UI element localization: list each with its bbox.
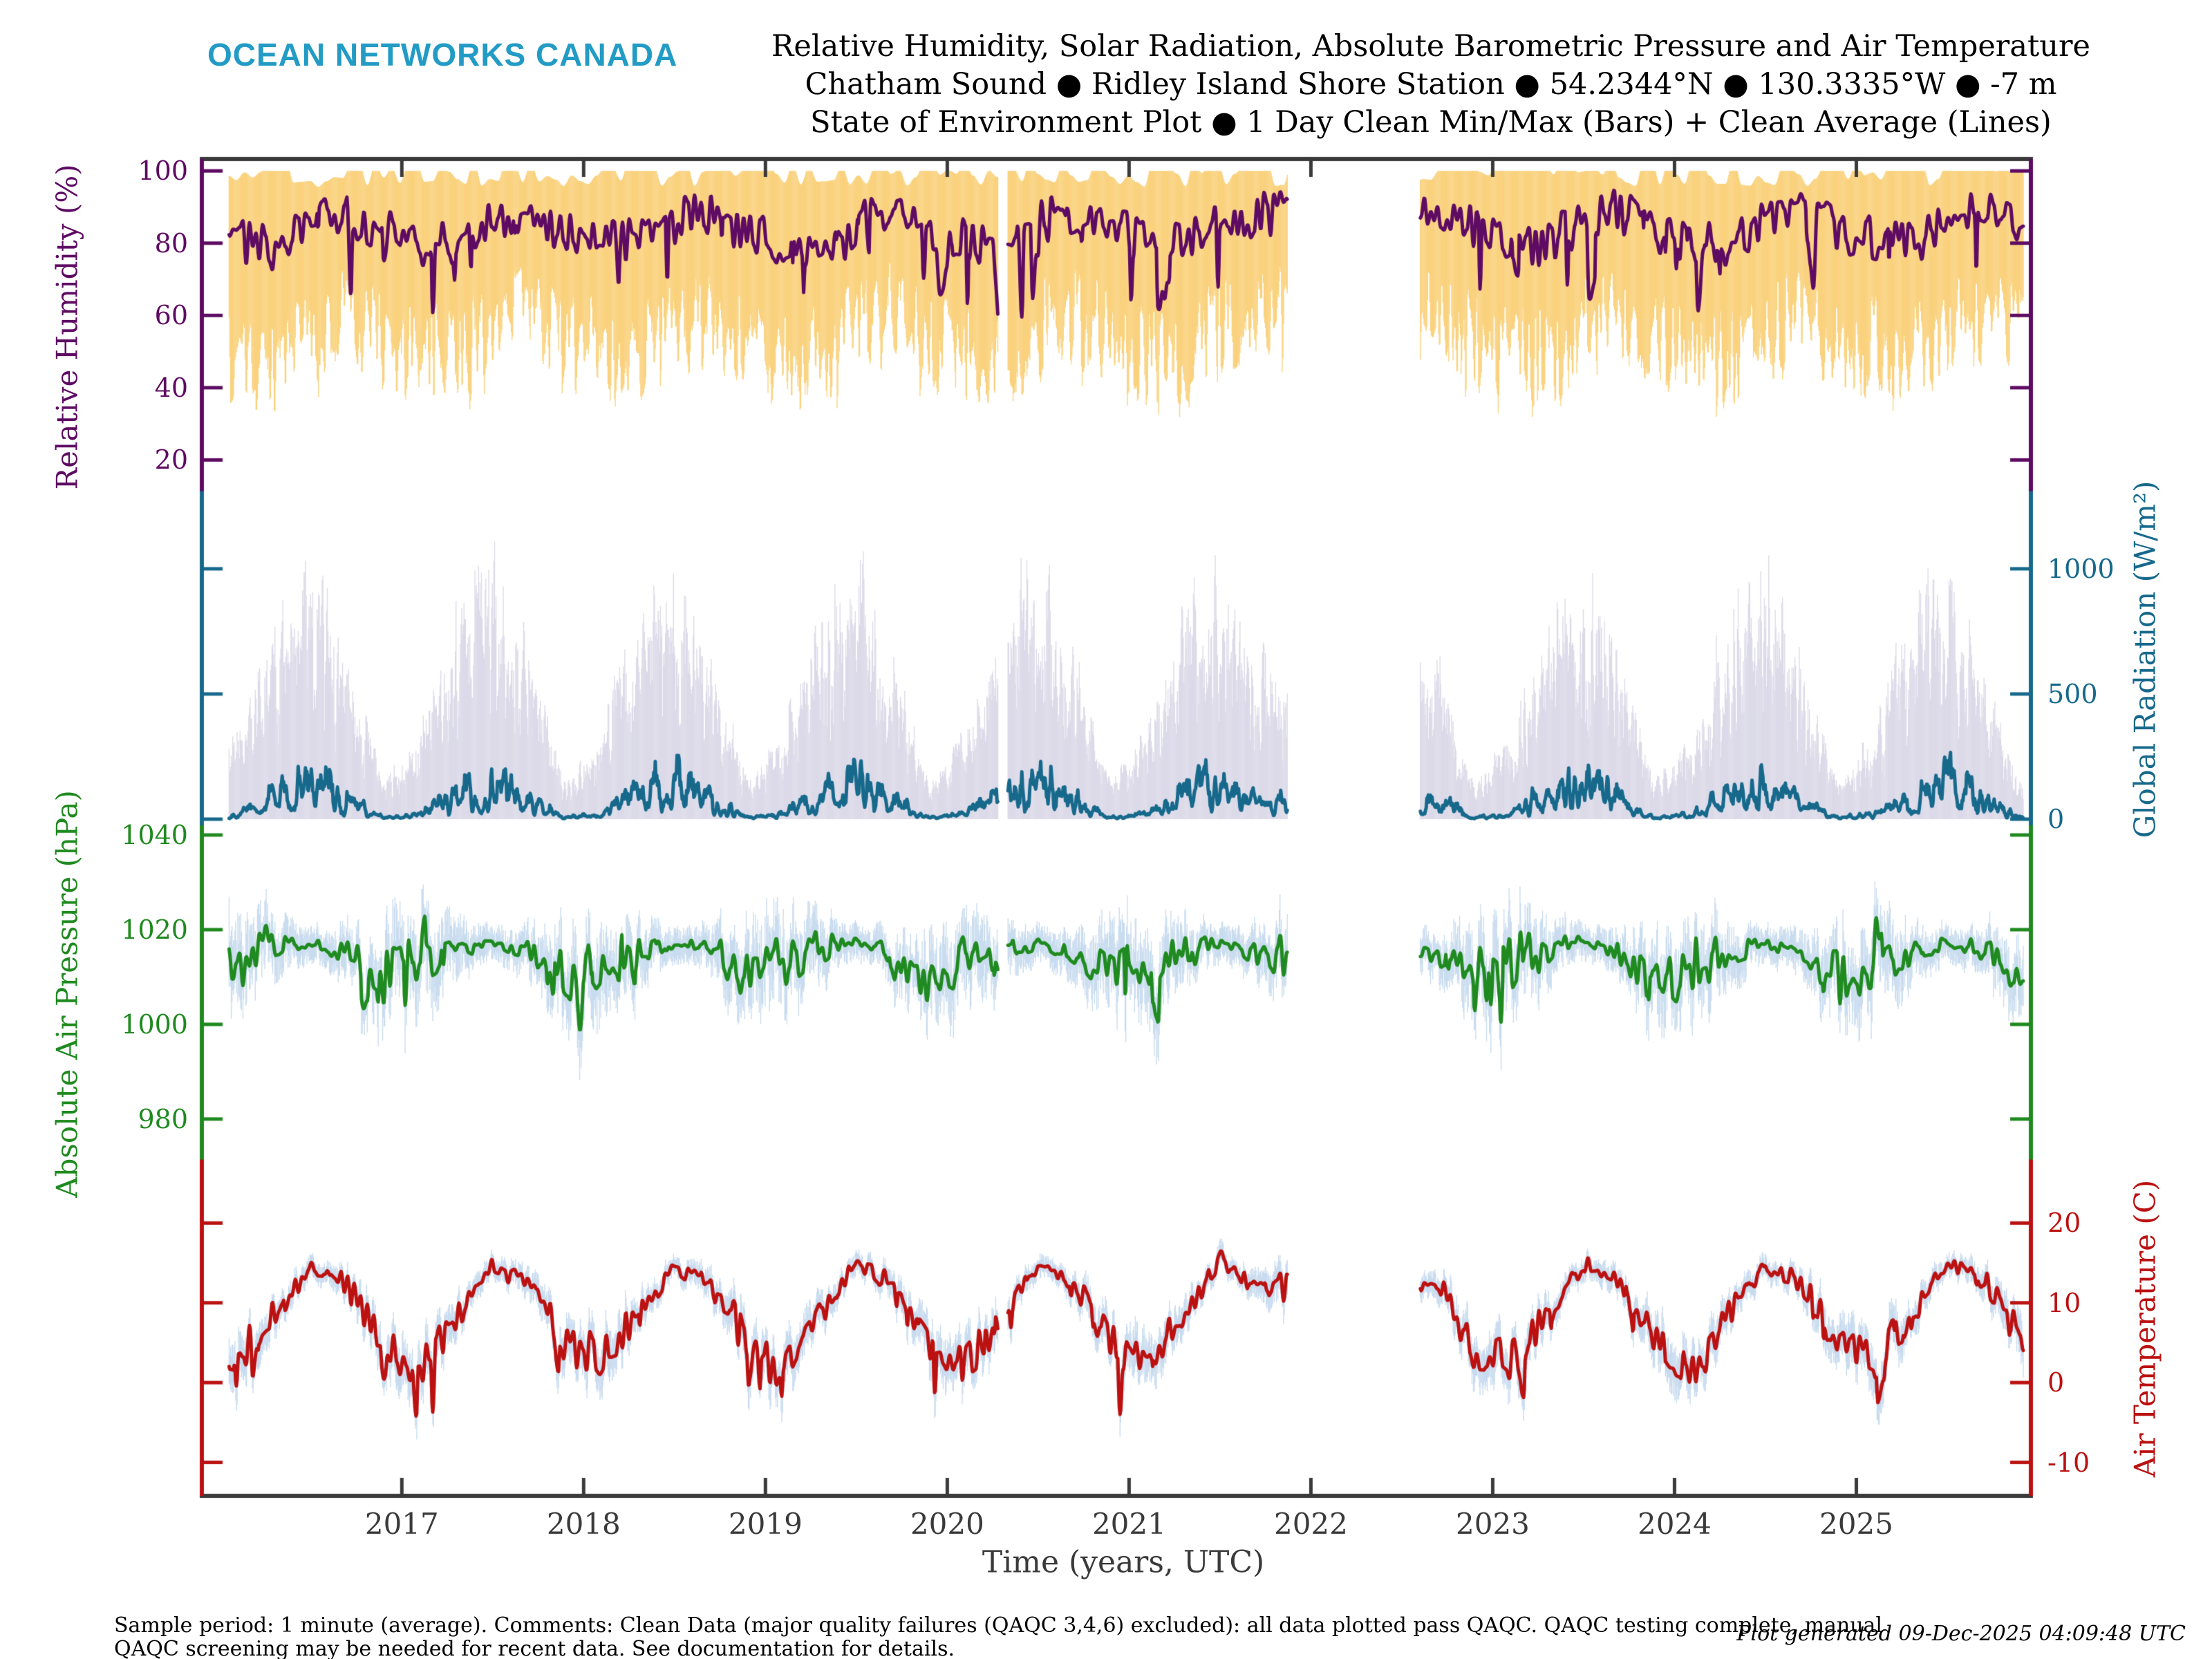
- pressure-ytick-label: 1020: [121, 914, 188, 945]
- plot-generated-timestamp: Plot generated 09-Dec-2025 04:09:48 UTC: [1736, 1622, 2186, 1646]
- pressure-ytick-label: 980: [138, 1103, 188, 1134]
- temperature-ytick-label: -10: [2047, 1447, 2090, 1478]
- title-line-3: State of Environment Plot ● 1 Day Clean …: [810, 105, 2052, 140]
- x-tick-label: 2019: [728, 1507, 803, 1541]
- x-tick-label: 2024: [1638, 1507, 1712, 1541]
- x-tick-label: 2017: [364, 1507, 439, 1541]
- humidity-ytick-label: 40: [154, 372, 188, 403]
- x-tick-label: 2021: [1091, 1507, 1166, 1541]
- humidity-ytick-label: 80: [154, 227, 188, 259]
- x-tick-label: 2020: [910, 1507, 984, 1541]
- x-axis-label: Time (years, UTC): [982, 1544, 1265, 1580]
- temperature-axis-label: Air Temperature (C): [2128, 1179, 2162, 1478]
- humidity-ytick-label: 100: [138, 156, 188, 187]
- temperature-ytick-label: 10: [2047, 1287, 2081, 1318]
- title-line-1: Relative Humidity, Solar Radiation, Abso…: [771, 29, 2090, 64]
- pressure-axis-label: Absolute Air Pressure (hPa): [50, 790, 84, 1198]
- radiation-axis-label: Global Radiation (W/m²): [2128, 480, 2162, 838]
- radiation-ytick-label: 0: [2047, 804, 2065, 835]
- humidity-ytick-label: 20: [154, 444, 188, 476]
- pressure-ytick-label: 1040: [121, 819, 188, 850]
- radiation-ytick-label: 1000: [2047, 553, 2115, 584]
- radiation-ytick-label: 500: [2047, 678, 2098, 709]
- ocean-networks-canada-logo: OCEAN NETWORKS CANADA: [207, 37, 678, 73]
- x-tick-label: 2023: [1456, 1507, 1530, 1541]
- temperature-ytick-label: 20: [2047, 1208, 2081, 1239]
- x-tick-label: 2025: [1819, 1507, 1893, 1541]
- title-line-2: Chatham Sound ● Ridley Island Shore Stat…: [805, 67, 2057, 102]
- pressure-ytick-label: 1000: [121, 1009, 188, 1040]
- footer-comment-line-1: Sample period: 1 minute (average). Comme…: [114, 1613, 1883, 1638]
- footer-comment-line-2: QAQC screening may be needed for recent …: [114, 1637, 955, 1659]
- title-block: Relative Humidity, Solar Radiation, Abso…: [650, 28, 2212, 142]
- humidity-ytick-label: 60: [154, 300, 188, 331]
- x-tick-label: 2022: [1273, 1507, 1348, 1541]
- x-tick-label: 2018: [546, 1507, 621, 1541]
- humidity-axis-label: Relative Humidity (%): [50, 164, 84, 490]
- temperature-ytick-label: 0: [2047, 1367, 2065, 1398]
